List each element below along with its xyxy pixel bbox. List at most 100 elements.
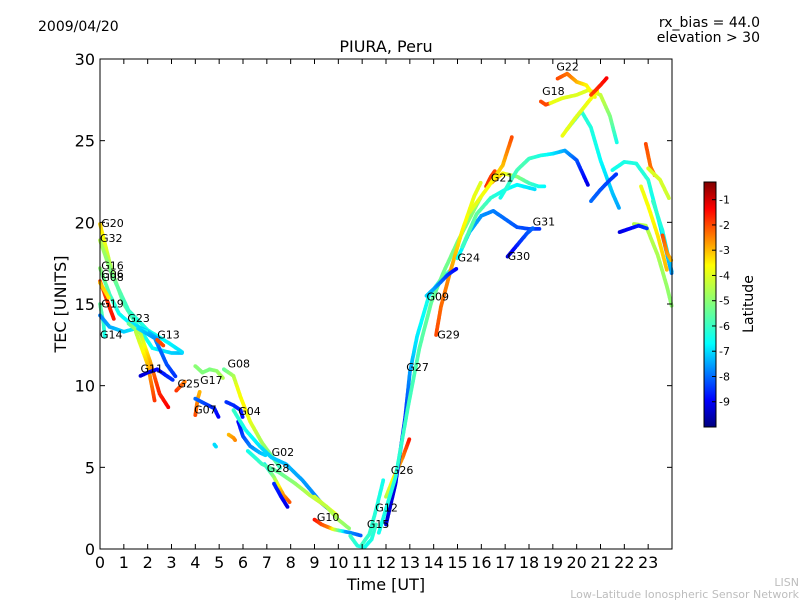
tec-trace-g25 [174, 379, 187, 393]
satellite-label-g26: G26 [391, 464, 414, 477]
x-tick-label: 18 [519, 553, 539, 572]
x-tick-label: 4 [190, 553, 200, 572]
y-tick-label: 20 [75, 213, 95, 232]
x-tick-label: 13 [400, 553, 420, 572]
satellite-label-g23: G23 [127, 312, 150, 325]
tec-trace-g08a [98, 280, 111, 300]
footer-lisn: LISN [774, 576, 799, 589]
satellite-label-g29: G29 [437, 328, 460, 341]
satellite-label-g16: G16 [101, 260, 124, 273]
x-tick-label: 7 [262, 553, 272, 572]
colorbar-tick-label: -3 [719, 244, 730, 257]
colorbar-tick-label: -7 [719, 345, 730, 358]
tec-trace-g23b [133, 329, 157, 403]
satellite-label-g10: G10 [317, 511, 340, 524]
satellite-label-g07: G07 [194, 403, 217, 416]
x-tick-label: 23 [638, 553, 658, 572]
x-tick-label: 5 [214, 553, 224, 572]
satellite-label-g18: G18 [542, 85, 565, 98]
satellite-label-g04: G04 [238, 405, 261, 418]
tec-trace-g24 [424, 267, 459, 298]
colorbar-tick-label: -4 [719, 269, 730, 282]
tec-trace-g28b [272, 481, 290, 509]
satellite-label-g25: G25 [178, 377, 201, 390]
tec-trace-g18b [548, 88, 619, 145]
satellite-label-g17: G17 [200, 374, 223, 387]
satellite-label-g21: G21 [491, 172, 514, 185]
tec-trace-g27 [384, 267, 454, 527]
tec-trace-g22b [560, 89, 600, 138]
satellite-label-g14: G14 [100, 328, 123, 341]
satellite-label-g09: G09 [427, 291, 450, 304]
elevation-label: elevation > 30 [657, 30, 760, 46]
x-tick-label: 17 [495, 553, 515, 572]
satellite-label-g30: G30 [508, 250, 531, 263]
colorbar-tick-label: -2 [719, 219, 730, 232]
satellite-label-g11: G11 [141, 363, 164, 376]
satellite-label-g12: G12 [375, 501, 398, 514]
tec-trace-g17 [193, 364, 225, 380]
tec-trace-g12 [360, 478, 386, 546]
tec-trace-g31 [498, 148, 590, 200]
colorbar-tick-label: -5 [719, 295, 730, 308]
tec-trace-g09 [376, 195, 483, 535]
satellite-label-g28: G28 [267, 462, 290, 475]
colorbar [703, 181, 717, 428]
tec-trace-g10c [589, 172, 619, 204]
tec-trace-g13b [155, 338, 166, 348]
x-tick-label: 11 [352, 553, 372, 572]
tec-trace-g10 [312, 517, 363, 538]
x-tick-label: 22 [614, 553, 634, 572]
y-axis-label: TEC [UNITS] [51, 256, 70, 354]
y-tick-label: 15 [75, 295, 95, 314]
satellite-label-g02: G02 [272, 446, 295, 459]
x-tick-label: 21 [590, 553, 610, 572]
x-tick-label: 19 [543, 553, 563, 572]
satellite-label-g08: G08 [228, 358, 251, 371]
x-tick-label: 9 [309, 553, 319, 572]
x-tick-label: 20 [566, 553, 586, 572]
y-tick-label: 30 [75, 50, 95, 69]
x-tick-label: 15 [447, 553, 467, 572]
satellite-label-g20: G20 [101, 217, 124, 230]
tec-trace-g10j [646, 166, 671, 201]
x-tick-label: 14 [423, 553, 443, 572]
y-tick-label: 25 [75, 132, 95, 151]
colorbar-tick-label: -9 [719, 396, 730, 409]
satellite-label-g08: G08 [101, 271, 124, 284]
colorbar-tick-label: -6 [719, 320, 730, 333]
date-label: 2009/04/20 [38, 19, 119, 35]
plot-frame [99, 58, 673, 550]
tec-trace-g08d [226, 432, 238, 442]
x-tick-label: 8 [286, 553, 296, 572]
y-tick-label: 5 [85, 458, 95, 477]
x-tick-label: 10 [328, 553, 348, 572]
satellite-label-g27: G27 [406, 361, 429, 374]
rx-bias-label: rx_bias = 44.0 [659, 15, 760, 31]
tec-series-group [98, 71, 674, 550]
satellite-label-g22: G22 [556, 60, 579, 73]
x-tick-label: 6 [238, 553, 248, 572]
colorbar-tick-label: -8 [719, 370, 730, 383]
tec-trace-g21d [467, 135, 514, 215]
x-tick-label: 0 [95, 553, 105, 572]
satellite-label-g24: G24 [458, 252, 481, 265]
satellite-label-g15: G15 [367, 518, 390, 531]
colorbar-ticks: -1 -2 -3 -4 -5 -6 -7 -8 -9 [712, 194, 730, 409]
satellite-label-g13: G13 [157, 328, 180, 341]
tec-trace-g07b [193, 396, 221, 419]
tec-trace-g29 [434, 180, 483, 337]
tec-trace-g10g [639, 184, 669, 272]
colorbar-tick-label: -1 [719, 194, 730, 207]
tec-trace-g10b [312, 494, 351, 531]
axis-ticks: 0 1 2 3 4 5 6 7 8 9 10 11 12 13 14 15 16 17 18 19 20 21 22 2305… [75, 50, 672, 572]
tec-trace-g21 [489, 171, 547, 189]
tec-trace-g07c [212, 442, 218, 449]
x-tick-label: 1 [119, 553, 129, 572]
tec-trace-g32 [98, 238, 185, 354]
satellite-label-g32: G32 [100, 232, 123, 245]
x-tick-label: 3 [166, 553, 176, 572]
x-tick-label: 16 [471, 553, 491, 572]
tec-trace-g10h [617, 223, 649, 235]
